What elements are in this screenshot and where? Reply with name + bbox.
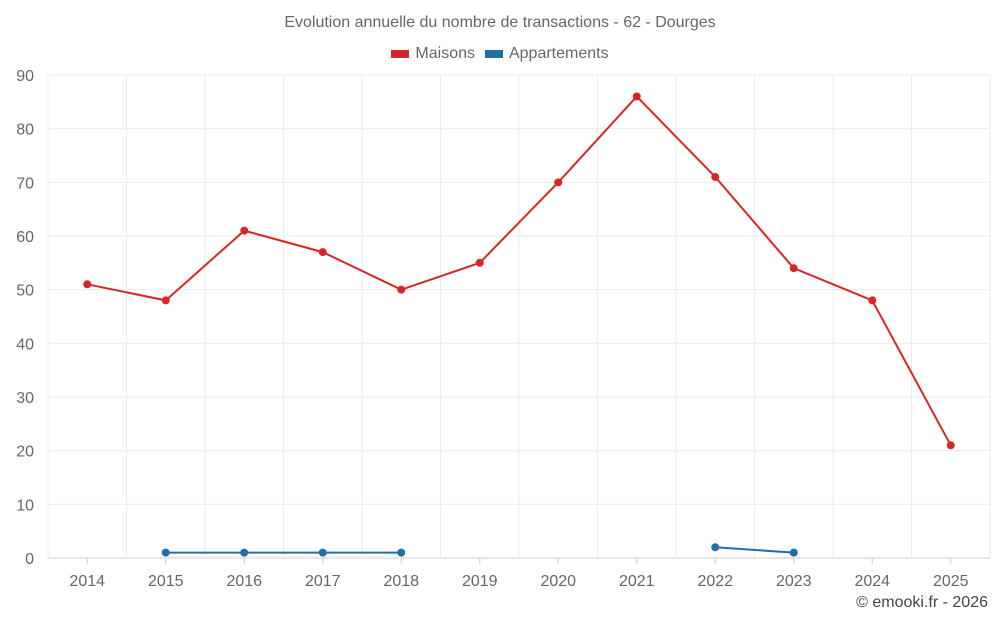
data-point-appartements-2023 bbox=[789, 548, 798, 557]
legend-item-maisons[interactable]: Maisons bbox=[391, 45, 475, 63]
data-point-maisons-2023 bbox=[789, 264, 798, 273]
x-tick-label: 2021 bbox=[619, 573, 655, 590]
data-point-appartements-2017 bbox=[318, 548, 327, 557]
data-point-maisons-2020 bbox=[554, 178, 563, 187]
data-point-maisons-2022 bbox=[711, 172, 720, 181]
y-tick-label: 90 bbox=[16, 68, 34, 85]
data-point-maisons-2025 bbox=[946, 441, 955, 450]
y-tick-label: 30 bbox=[16, 390, 34, 407]
x-tick-label: 2014 bbox=[69, 573, 105, 590]
x-tick-label: 2019 bbox=[462, 573, 498, 590]
x-tick-label: 2015 bbox=[148, 573, 184, 590]
legend-swatch-appartements bbox=[484, 50, 503, 58]
data-point-appartements-2016 bbox=[240, 548, 249, 557]
y-tick-label: 50 bbox=[16, 283, 34, 300]
y-tick-label: 10 bbox=[16, 497, 34, 514]
legend-swatch-maisons bbox=[391, 50, 410, 58]
data-point-maisons-2016 bbox=[240, 226, 249, 235]
data-point-appartements-2022 bbox=[711, 543, 720, 552]
credit-text: © emooki.fr - 2026 bbox=[856, 594, 988, 611]
chart-title: Evolution annuelle du nombre de transact… bbox=[284, 14, 716, 31]
y-tick-label: 70 bbox=[16, 175, 34, 192]
legend-label-appartements: Appartements bbox=[508, 45, 609, 62]
y-tick-label: 20 bbox=[16, 444, 34, 461]
x-tick-label: 2017 bbox=[305, 573, 341, 590]
data-point-maisons-2019 bbox=[475, 258, 484, 267]
data-point-maisons-2015 bbox=[161, 296, 170, 305]
series-line-appartements bbox=[715, 546, 794, 554]
x-tick-label: 2022 bbox=[697, 573, 733, 590]
data-point-maisons-2021 bbox=[632, 92, 641, 101]
x-tick-label: 2025 bbox=[933, 573, 969, 590]
x-tick-label: 2023 bbox=[776, 573, 812, 590]
data-point-maisons-2017 bbox=[318, 248, 327, 257]
legend: Maisons Appartements bbox=[0, 45, 1000, 63]
x-tick-label: 2016 bbox=[226, 573, 262, 590]
y-tick-label: 80 bbox=[16, 122, 34, 139]
y-tick-label: 60 bbox=[16, 229, 34, 246]
legend-label-maisons: Maisons bbox=[415, 45, 475, 62]
x-tick-label: 2018 bbox=[383, 573, 419, 590]
data-point-appartements-2018 bbox=[397, 548, 406, 557]
y-tick-label: 40 bbox=[16, 336, 34, 353]
data-point-maisons-2014 bbox=[83, 280, 92, 289]
x-tick-label: 2020 bbox=[540, 573, 576, 590]
y-tick-label: 0 bbox=[25, 551, 34, 568]
series-line-maisons bbox=[87, 95, 952, 446]
data-point-maisons-2024 bbox=[868, 296, 877, 305]
legend-item-appartements[interactable]: Appartements bbox=[484, 45, 609, 63]
data-point-maisons-2018 bbox=[397, 285, 406, 294]
data-point-appartements-2015 bbox=[161, 548, 170, 557]
x-tick-label: 2024 bbox=[854, 573, 890, 590]
